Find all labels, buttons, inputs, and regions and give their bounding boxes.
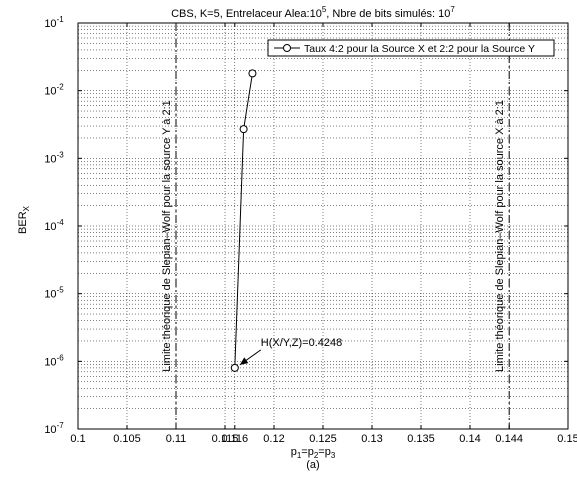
annotation-text: H(X/Y,Z)=0.4248 xyxy=(261,337,342,349)
y-tick-label: 10-2 xyxy=(44,83,64,98)
x-axis-label: p1=p2=p3 xyxy=(291,446,336,460)
x-tick-label: 0.14 xyxy=(459,433,480,445)
y-axis-label: BERX xyxy=(17,205,31,234)
y-tick-label: 10-7 xyxy=(44,421,64,436)
grid xyxy=(77,23,569,430)
legend: Taux 4:2 pour la Source X et 2:2 pour la… xyxy=(267,39,555,57)
x-tick-label: 0.125 xyxy=(309,433,337,445)
x-tick-label: 0.144 xyxy=(495,433,523,445)
y-ticks: 10-7 10-6 10-5 10-4 10-3 10-2 10-1 xyxy=(44,15,568,436)
y-tick-label: 10-6 xyxy=(44,353,64,368)
y-tick-label: 10-4 xyxy=(44,218,64,233)
x-tick-label: 0.15 xyxy=(557,433,577,445)
legend-box xyxy=(267,39,555,57)
annotation-arrowhead xyxy=(239,357,249,365)
x-tick-label: 0.11 xyxy=(166,433,187,445)
x-tick-label: 0.135 xyxy=(407,433,435,445)
data-point xyxy=(239,125,248,134)
x-tick-label: 0.1 xyxy=(70,433,85,445)
y-tick-label: 10-3 xyxy=(44,150,64,165)
limit-label: Limite théorique de Slepian–Wolf pour la… xyxy=(161,100,173,372)
legend-label: Taux 4:2 pour la Source X et 2:2 pour la… xyxy=(304,43,535,55)
annotation: H(X/Y,Z)=0.4248 xyxy=(239,337,342,366)
x-tick-label: 0.116 xyxy=(221,433,248,445)
x-tick-label: 0.105 xyxy=(113,433,141,445)
theoretical-limits: Limite théorique de Slepian–Wolf pour la… xyxy=(161,23,510,429)
limit-label: Limite théorique de Slepian–Wolf pour la… xyxy=(494,100,506,372)
y-tick-label: 10-1 xyxy=(44,15,64,30)
x-tick-label: 0.13 xyxy=(361,433,382,445)
series xyxy=(230,69,257,372)
legend-marker xyxy=(283,44,291,52)
data-point xyxy=(248,69,257,78)
x-tick-label: 0.115 xyxy=(212,433,239,445)
y-tick-label: 10-5 xyxy=(44,286,64,301)
x-tick-label: 0.12 xyxy=(263,433,284,445)
data-point xyxy=(230,363,239,372)
chart-title: CBS, K=5, Entrelaceur Alea:105, Nbre de … xyxy=(171,5,455,20)
caption: (a) xyxy=(306,459,319,471)
